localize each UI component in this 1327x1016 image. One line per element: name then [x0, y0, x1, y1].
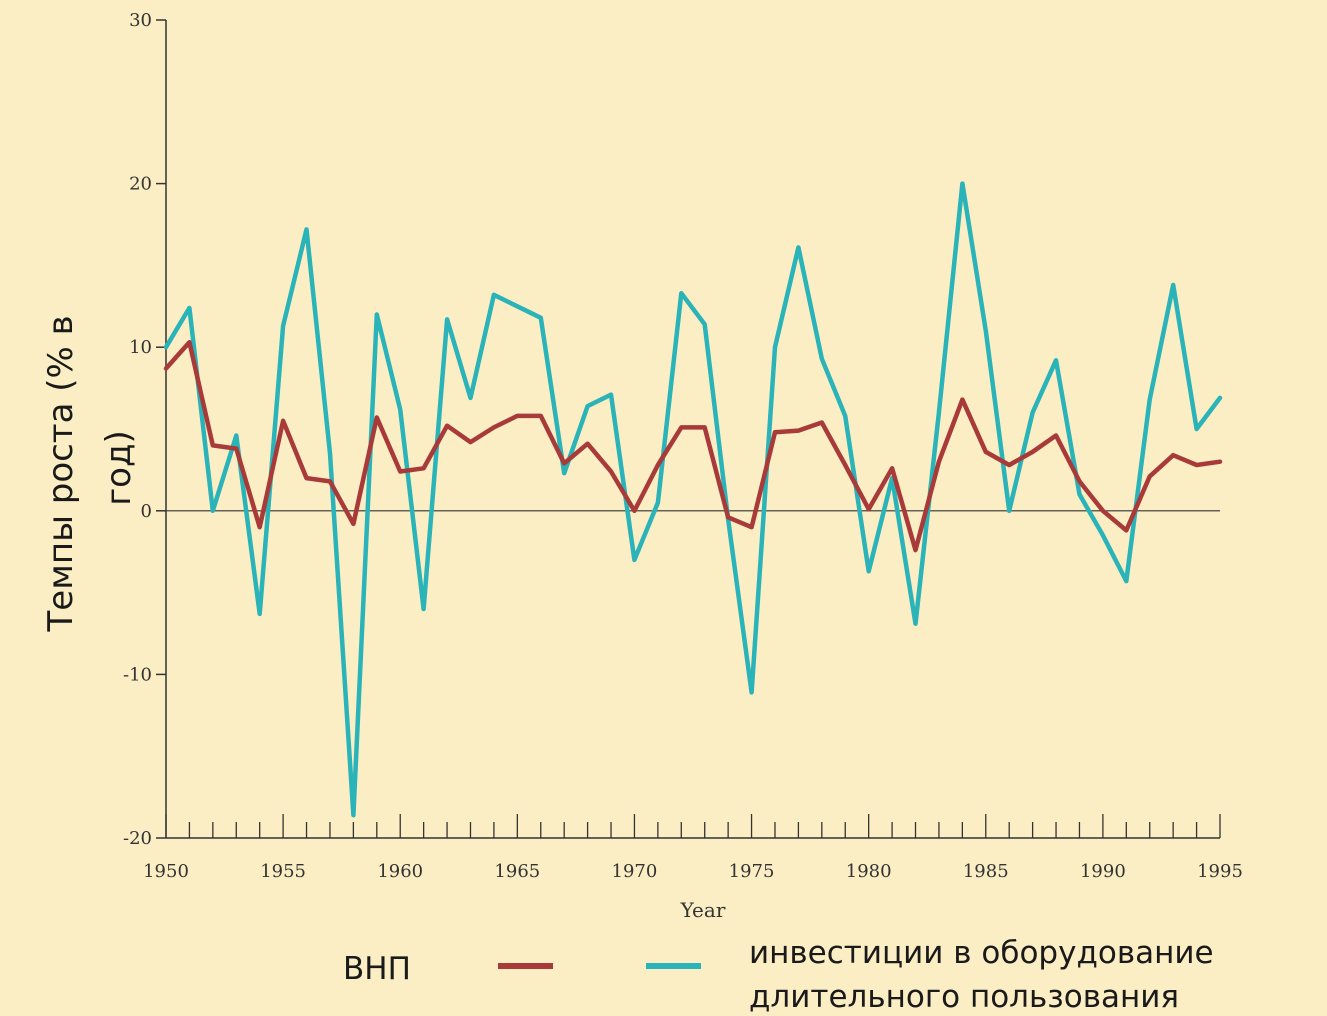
series-line-investment [163, 181, 1223, 818]
y-axis-title: Темпы роста (% в год) [41, 305, 139, 633]
x-tick-label: 1965 [494, 861, 540, 882]
x-tick-label: 1985 [963, 861, 1009, 882]
legend-label-gnp: ВНП [343, 951, 411, 987]
legend-label-investment-line-2: длительного пользования [749, 979, 1179, 1015]
x-axis-title: Year [680, 898, 726, 922]
x-tick-label: 1990 [1080, 861, 1126, 882]
y-tick-label: 10 [129, 337, 152, 358]
y-axis-title-line-1: Темпы роста (% в [41, 315, 81, 632]
axes: -20 -10 0 10 20 30 1950 1955 1960 1965 1970 1975 198… [123, 10, 1243, 882]
y-tick-label: 30 [129, 10, 152, 31]
series-line-gnp [163, 340, 1223, 553]
x-tick-label: 1950 [143, 861, 189, 882]
x-tick-label: 1970 [612, 861, 658, 882]
x-tick-label: 1975 [729, 861, 775, 882]
x-tick-label: 1980 [846, 861, 892, 882]
legend-label-investment-line-1: инвестиции в оборудование [749, 935, 1214, 971]
x-tick-label: 1960 [377, 861, 423, 882]
series-layer [163, 181, 1223, 818]
legend-label-investment: инвестиции в оборудование длительного по… [749, 935, 1223, 1015]
y-tick-label: -20 [123, 828, 152, 849]
x-tick-label: 1995 [1197, 861, 1243, 882]
y-axis-title-line-2: год) [99, 430, 139, 505]
x-tick-label: 1955 [260, 861, 306, 882]
y-tick-label: -10 [123, 664, 152, 685]
legend: ВНП инвестиции в оборудование длительног… [343, 935, 1223, 1015]
y-tick-label: 20 [129, 174, 152, 195]
y-tick-label: 0 [141, 501, 152, 522]
